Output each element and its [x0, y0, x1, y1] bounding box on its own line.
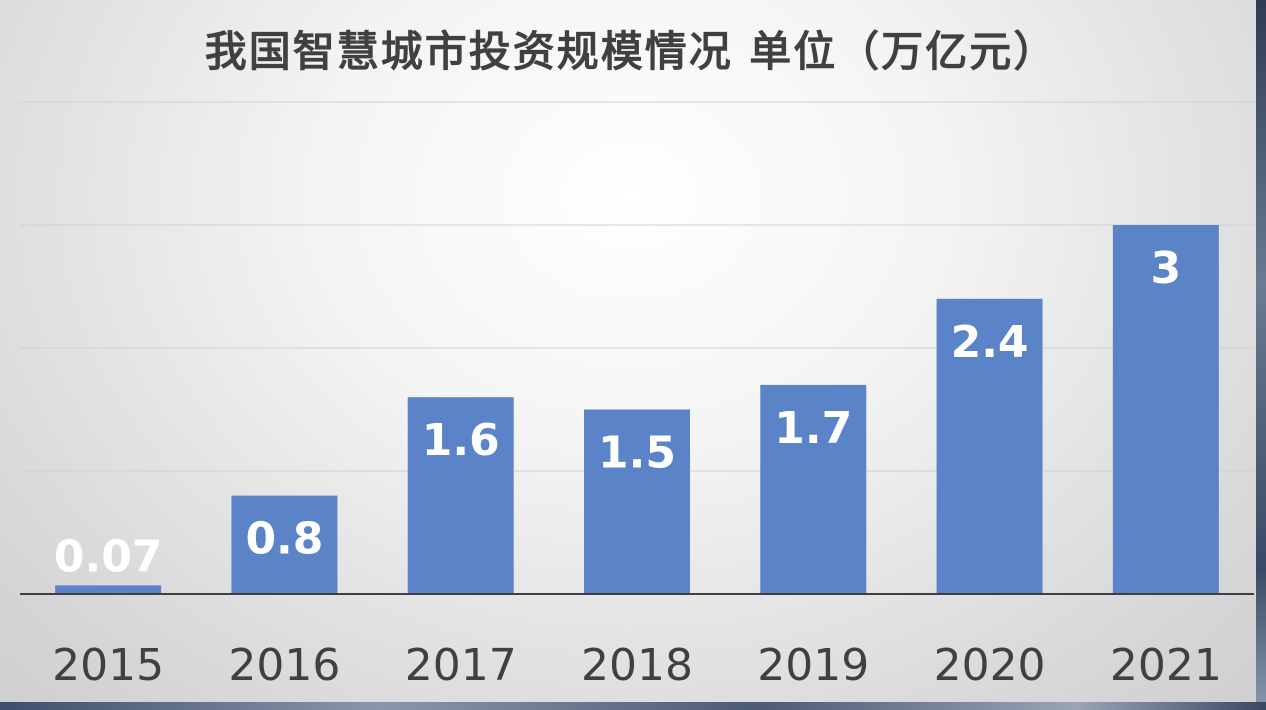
chart-title: 我国智慧城市投资规模情况 单位（万亿元） — [204, 27, 1058, 76]
bar — [55, 585, 162, 594]
bar — [1112, 225, 1219, 594]
data-label: 1.7 — [774, 403, 852, 454]
data-label: 1.5 — [598, 428, 676, 479]
bar — [760, 384, 867, 594]
data-label: 0.07 — [54, 531, 163, 582]
x-tick-label: 2017 — [405, 640, 517, 691]
bar — [407, 397, 514, 594]
bar — [584, 409, 690, 594]
x-tick-label: 2021 — [1110, 640, 1222, 691]
window-bottom-edge — [0, 702, 1266, 710]
bar — [936, 298, 1043, 594]
data-label: 3 — [1151, 243, 1182, 294]
x-tick-label: 2018 — [581, 640, 693, 691]
data-label: 2.4 — [951, 317, 1029, 368]
x-tick-label: 2016 — [228, 640, 340, 691]
data-label: 0.8 — [245, 514, 323, 565]
x-tick-label: 2015 — [52, 640, 164, 691]
window-edge — [1256, 0, 1266, 710]
x-tick-label: 2020 — [934, 640, 1046, 691]
x-tick-label: 2019 — [757, 640, 869, 691]
bar — [231, 495, 338, 594]
data-label: 1.6 — [422, 415, 500, 466]
